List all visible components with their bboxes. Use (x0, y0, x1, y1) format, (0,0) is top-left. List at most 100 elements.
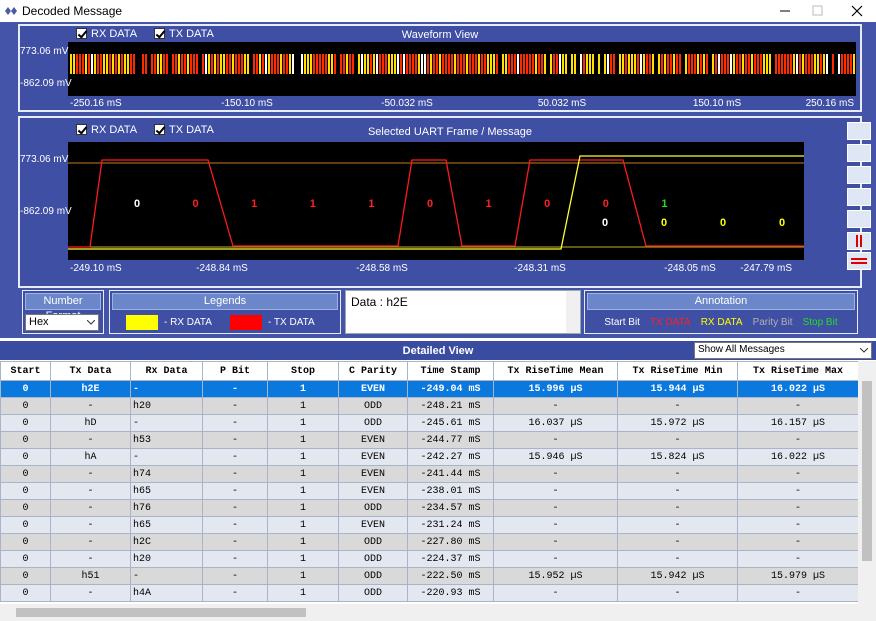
message-row[interactable]: 0 h2E - -1 EVEN -249.04 mS 15.996 µS 15.944 µS 1… (0, 380, 858, 398)
scroll-thumb[interactable] (862, 381, 872, 561)
checkbox[interactable] (76, 28, 87, 39)
checkbox[interactable] (76, 124, 87, 135)
waveform-stripe (232, 54, 234, 74)
textbox-scrollbar[interactable] (566, 291, 580, 333)
chevron (860, 348, 868, 353)
cell: EVEN (338, 482, 408, 500)
message-row[interactable]: 0- h74-1 EVEN -241.44 mS - - - (0, 465, 858, 483)
tool-horizontal-cursor[interactable] (847, 252, 871, 270)
rx-label: RX DATA (91, 28, 138, 40)
detailed-view-title: Detailed View (402, 345, 474, 357)
message-row[interactable]: 0- h20-1 ODD -224.37 mS - - - (0, 550, 858, 568)
waveform-stripe (238, 54, 240, 74)
tool-settings[interactable] (847, 122, 871, 140)
number-format-group: Number Format Hex (22, 290, 104, 334)
cell: - (50, 397, 131, 415)
waveform-stripe (667, 54, 669, 74)
cell: - (50, 465, 131, 483)
waveform-stripe (688, 54, 690, 74)
message-row[interactable]: 0- h53-1 EVEN -244.77 mS - - - (0, 431, 858, 449)
frame-plot: 0 0 1 1 1 0 1 0 0 1 0 0 0 0 (68, 142, 804, 260)
cell: - (50, 516, 131, 534)
cell: - (202, 550, 268, 568)
waveform-stripe (334, 54, 336, 74)
message-row[interactable]: 0- h4A -1 ODD -220.93 mS - - - (0, 584, 858, 602)
message-row[interactable]: 0 hA - -1 EVEN -242.27 mS 15.946 µS 15.824 µS 16… (0, 448, 858, 466)
waveform-stripe (847, 54, 849, 74)
waveform-stripe (736, 54, 738, 74)
x-axis-label: -250.16 mS (70, 98, 122, 109)
waveform-stripe (325, 54, 327, 74)
cell: - (493, 533, 618, 551)
cell: 0 (0, 584, 51, 602)
waveform-stripe (634, 54, 636, 74)
waveform-stripe (436, 54, 438, 74)
tool-zoom[interactable] (847, 144, 871, 162)
waveform-stripe (391, 54, 393, 74)
number-format-select[interactable]: Hex (25, 314, 99, 331)
legends-title: Legends (112, 293, 338, 310)
waveform-stripe (91, 54, 93, 74)
chevron (87, 320, 95, 325)
waveform-stripe (610, 54, 612, 74)
message-row[interactable]: 0 h51- -1 ODD -222.50 mS 15.952 µS 15.942 µS 15… (0, 567, 858, 585)
checkbox[interactable] (154, 28, 165, 39)
rx-checkbox[interactable]: RX DATA (76, 28, 137, 40)
waveform-stripe (142, 54, 144, 74)
checkbox[interactable] (154, 124, 165, 135)
annotation-item: RX DATA (700, 317, 743, 328)
cell: - (50, 482, 131, 500)
column-header: Rx Data (130, 361, 203, 381)
message-row[interactable]: 0- h65-1 EVEN -231.24 mS - - - (0, 516, 858, 534)
message-row[interactable]: 0- h20-1 ODD -248.21 mS - - - (0, 397, 858, 415)
waveform-stripe (652, 54, 654, 74)
cell: - (493, 550, 618, 568)
cell: 16.022 µS (737, 380, 858, 398)
scroll-thumb[interactable] (16, 608, 306, 617)
cell: - (737, 533, 858, 551)
bit-label: 0 (720, 217, 726, 229)
waveform-stripe (421, 54, 423, 74)
waveform-stripe (724, 54, 726, 74)
waveform-stripe (625, 54, 627, 74)
waveform-stripe (700, 54, 702, 74)
cell: - (202, 516, 268, 534)
cell: h65 (130, 516, 203, 534)
tool-fit[interactable] (847, 188, 871, 206)
data-textbox[interactable]: Data : h2E (345, 290, 581, 334)
message-row[interactable]: 0- h76-1 ODD -234.57 mS - - - (0, 499, 858, 517)
window-controls[interactable] (760, 0, 876, 22)
column-header: P Bit (202, 361, 268, 381)
waveform-stripe (670, 54, 672, 74)
tx-checkbox[interactable]: TX DATA (154, 124, 214, 136)
cell: 1 (267, 482, 339, 500)
tool-pan[interactable] (847, 210, 871, 228)
waveform-stripe (613, 54, 615, 74)
message-row[interactable]: 0- h65-1 EVEN -238.01 mS - - - (0, 482, 858, 500)
x-axis-label: -249.10 mS (70, 263, 122, 274)
waveform-stripe (352, 54, 354, 74)
tx-checkbox[interactable]: TX DATA (154, 28, 214, 40)
filter-select[interactable]: Show All Messages (694, 342, 872, 359)
message-row[interactable]: 0- h2C -1 ODD -227.80 mS - - - (0, 533, 858, 551)
waveform-stripe (253, 54, 255, 74)
waveform-stripe (622, 54, 624, 74)
cell: - (737, 397, 858, 415)
horizontal-scrollbar[interactable] (0, 604, 876, 621)
waveform-stripe (607, 54, 609, 74)
rx-checkbox[interactable]: RX DATA (76, 124, 137, 136)
waveform-stripe (631, 54, 633, 74)
waveform-stripe (385, 54, 387, 74)
waveform-stripe (799, 54, 801, 74)
waveform-stripe (310, 54, 312, 74)
waveform-stripe (766, 54, 768, 74)
tool-vertical-cursor[interactable] (847, 232, 871, 250)
tx-label: TX DATA (169, 28, 214, 40)
cell: - (617, 397, 738, 415)
vertical-scrollbar[interactable] (858, 361, 876, 604)
cell: - (50, 431, 131, 449)
tool-undo[interactable] (847, 166, 871, 184)
message-row[interactable]: 0 hD - -1 ODD -245.61 mS 16.037 µS 15.972 µS 16.… (0, 414, 858, 432)
waveform-stripe (451, 54, 453, 74)
waveform-stripe (526, 54, 528, 74)
